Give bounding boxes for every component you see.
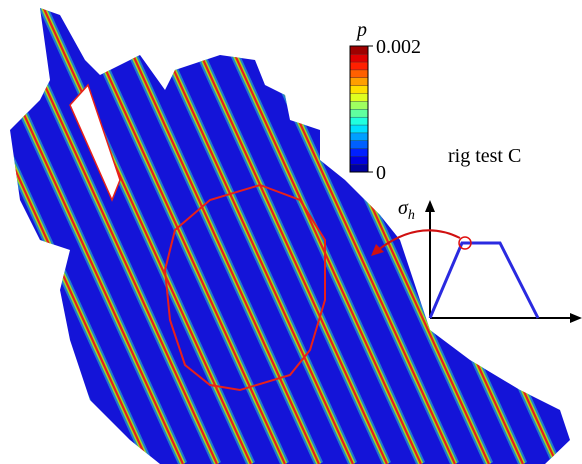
colorbar-band xyxy=(350,141,368,149)
annotation: rig test C xyxy=(448,145,521,167)
colorbar-band xyxy=(350,85,368,93)
stripe-core xyxy=(0,0,13,464)
stripe-mid xyxy=(550,0,582,464)
contour-field xyxy=(0,0,582,464)
colorbar-band xyxy=(350,46,368,54)
stripe-core xyxy=(550,0,582,464)
inset-y-label: σh xyxy=(398,197,415,223)
stripe-halo xyxy=(550,0,582,464)
colorbar-band xyxy=(350,109,368,117)
arrow-head xyxy=(425,200,435,212)
colorbar-band xyxy=(350,101,368,109)
load-curve xyxy=(430,243,538,318)
stripe-mid xyxy=(0,0,13,464)
colorbar: 0.002 0 xyxy=(350,36,421,184)
figure: 0.002 0 p rig test C σh xyxy=(0,0,582,464)
colorbar-tick-label: 0 xyxy=(376,162,386,184)
colorbar-band xyxy=(350,117,368,125)
colorbar-band xyxy=(350,93,368,101)
colorbar-band xyxy=(350,156,368,164)
colorbar-band xyxy=(350,54,368,62)
colorbar-tick-label: 0.002 xyxy=(376,36,421,58)
colorbar-band xyxy=(350,62,368,70)
colorbar-band xyxy=(350,148,368,156)
colorbar-band xyxy=(350,70,368,78)
colorbar-band xyxy=(350,125,368,133)
arrow-head xyxy=(570,313,582,323)
colorbar-band xyxy=(350,78,368,86)
stripe-halo xyxy=(0,0,13,464)
colorbar-label: p xyxy=(355,19,367,41)
colorbar-band xyxy=(350,133,368,141)
subscript: h xyxy=(408,208,415,223)
colorbar-band xyxy=(350,164,368,172)
